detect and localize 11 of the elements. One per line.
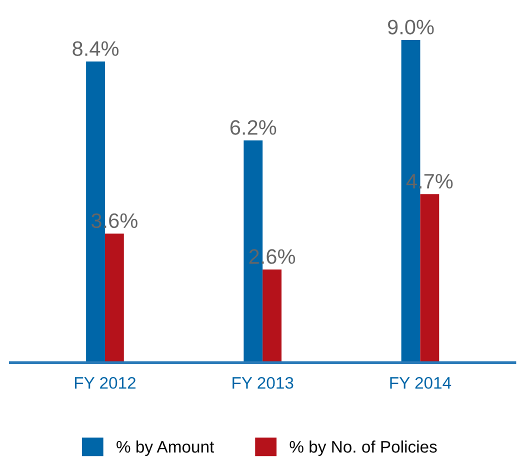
x-tick-label: FY 2014 <box>390 377 452 389</box>
bar <box>420 194 440 363</box>
data-label: 6.2% <box>230 120 276 135</box>
bar <box>262 269 282 363</box>
data-label: 8.4% <box>72 41 119 56</box>
x-tick-label: FY 2012 <box>74 377 136 389</box>
x-tick-label: FY 2013 <box>232 377 294 389</box>
data-label: 9.0% <box>388 20 434 34</box>
legend-label: % by Amount <box>116 440 214 456</box>
legend-label: % by No. of Policies <box>290 440 437 456</box>
bar <box>104 234 124 363</box>
